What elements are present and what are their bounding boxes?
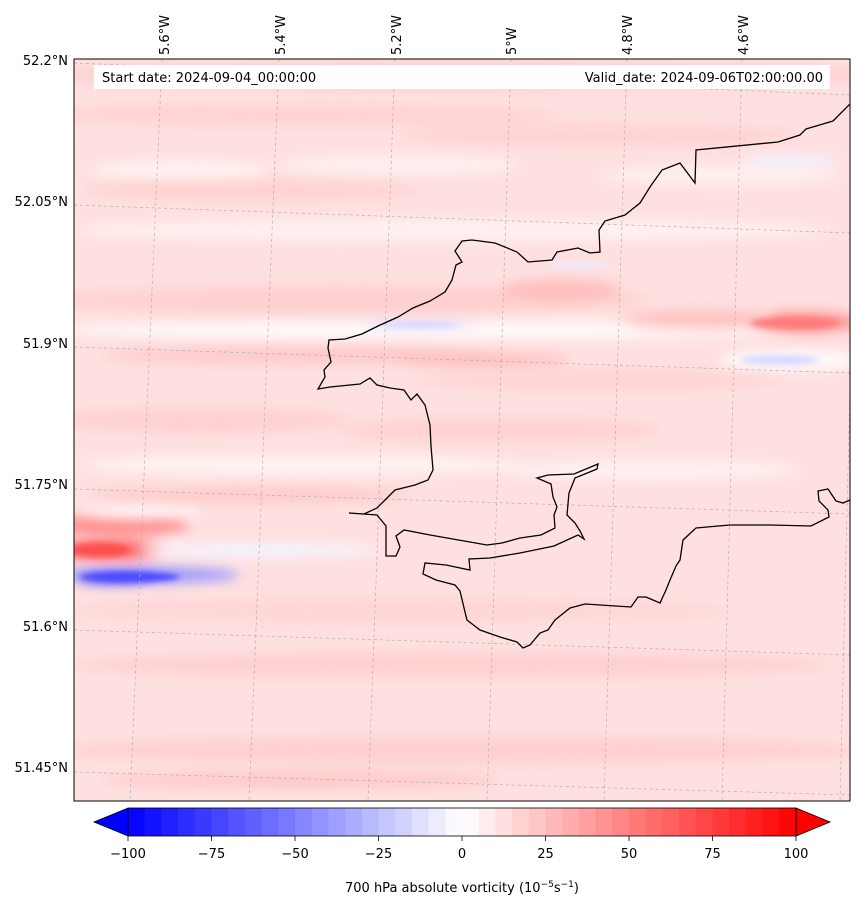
colorbar-cell [745,808,764,836]
lon-label-4.6W: 4.6°W [737,15,752,55]
colorbar-cell [328,808,346,836]
colorbar-cell [128,808,146,836]
valid-date-label: Valid_date: 2024-09-06T02:00:00.00 [585,71,823,86]
colorbar-cell [545,808,563,836]
vorticity-field: Start date: 2024-09-04_00:00:00 Valid_da… [74,59,850,801]
colorbar-cell [161,808,179,836]
coastline [316,103,850,649]
colorbar-cell [295,808,313,836]
colorbar-cell [495,808,513,836]
colorbar-cell [462,808,480,836]
colorbar-tick-label: −50 [281,847,308,862]
lat-label-52.05N: 52.05°N [15,195,68,210]
colorbar-cell [178,808,196,836]
lat-label-51.75N: 51.75°N [15,478,68,493]
colorbar-cell [729,808,747,836]
colorbar-cell [762,808,780,836]
colorbar-cell [612,808,630,836]
map-frame [73,58,851,802]
colorbar: −100 −75 −50 −25 0 25 50 75 100 700 hPa absolute… [92,807,832,896]
colorbar-cell [345,808,363,836]
colorbar-tick-label: 100 [784,847,809,862]
colorbar-cell [629,808,647,836]
colorbar-cell [478,808,496,836]
colorbar-tick-label: 0 [458,847,466,862]
lon-label-5.6W: 5.6°W [158,15,173,55]
colorbar-cell [194,808,213,836]
gridlines [74,59,850,801]
colorbar-cell [278,808,296,836]
colorbar-cell [395,808,413,836]
colorbar-title: 700 hPa absolute vorticity (10−5s−1) [345,880,579,896]
colorbar-cell [695,808,714,836]
colorbar-cell [595,808,613,836]
colorbar-cell [679,808,697,836]
lon-label-5.4W: 5.4°W [274,15,289,55]
colorbar-tick-label: 50 [621,847,638,862]
start-date-label: Start date: 2024-09-04_00:00:00 [102,71,316,86]
colorbar-cell [445,808,463,836]
longitude-labels: 5.6°W 5.4°W 5.2°W 5°W 4.8°W 4.6°W [158,15,752,55]
colorbar-extend-min [92,807,129,837]
lat-label-51.6N: 51.6°N [23,620,68,635]
colorbar-tick-label: −100 [110,847,146,862]
colorbar-tick-label: 75 [704,847,721,862]
colorbar-cell [261,808,279,836]
colorbar-tick-label: −75 [198,847,225,862]
lat-label-51.9N: 51.9°N [23,337,68,352]
colorbar-cell [528,808,547,836]
colorbar-cell [228,808,246,836]
colorbar-cell [361,808,380,836]
lat-label-51.45N: 51.45°N [15,761,68,776]
colorbar-cell [662,808,680,836]
colorbar-cell [428,808,446,836]
colorbar-tick-label: −25 [365,847,392,862]
colorbar-cell [779,808,797,836]
field-spots [74,262,840,582]
colorbar-cell [311,808,329,836]
colorbar-cell [244,808,263,836]
colorbar-extend-max [795,807,832,837]
lon-label-5.2W: 5.2°W [390,15,405,55]
lon-label-4.8W: 4.8°W [621,15,636,55]
colorbar-cell [211,808,229,836]
colorbar-cell [712,808,730,836]
colorbar-cell [144,808,162,836]
field-bands [74,61,850,788]
colorbar-cell [378,808,396,836]
colorbar-cell [645,808,663,836]
lon-label-5W: 5°W [505,27,520,55]
lat-label-52.2N: 52.2°N [23,54,68,69]
colorbar-cell [512,808,530,836]
colorbar-cells [128,808,797,836]
colorbar-tick-label: 25 [537,847,554,862]
colorbar-cell [411,808,430,836]
date-label-background [94,65,830,89]
colorbar-cell [562,808,580,836]
colorbar-cell [578,808,597,836]
colorbar-ticks: −100 −75 −50 −25 0 25 50 75 100 [110,836,808,862]
latitude-labels: 52.2°N 52.05°N 51.9°N 51.75°N 51.6°N 51.… [15,54,68,776]
